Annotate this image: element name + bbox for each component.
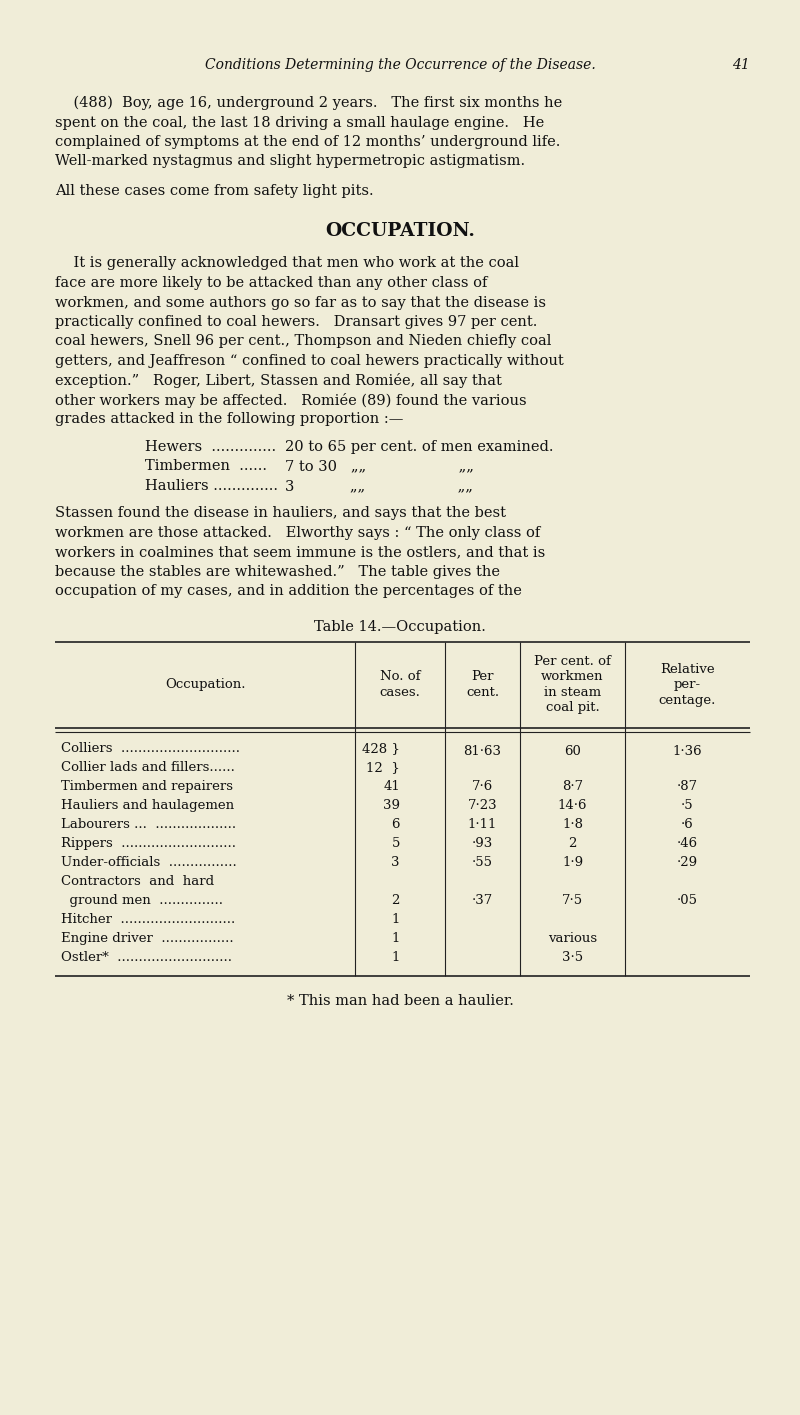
Text: Well-marked nystagmus and slight hypermetropic astigmatism.: Well-marked nystagmus and slight hyperme…: [55, 154, 525, 168]
Text: 2: 2: [392, 894, 400, 907]
Text: 1: 1: [392, 951, 400, 964]
Text: coal pit.: coal pit.: [546, 702, 599, 715]
Text: (488)  Boy, age 16, underground 2 years.   The first six months he: (488) Boy, age 16, underground 2 years. …: [55, 96, 562, 110]
Text: ·05: ·05: [677, 894, 698, 907]
Text: Conditions Determining the Occurrence of the Disease.: Conditions Determining the Occurrence of…: [205, 58, 595, 72]
Text: Hitcher  ...........................: Hitcher ...........................: [61, 913, 235, 925]
Text: 3: 3: [391, 856, 400, 869]
Text: 1: 1: [392, 932, 400, 945]
Text: workmen: workmen: [542, 671, 604, 683]
Text: 41: 41: [383, 780, 400, 792]
Text: 81·63: 81·63: [463, 746, 502, 758]
Text: 7·23: 7·23: [468, 799, 498, 812]
Text: Relative: Relative: [660, 662, 715, 676]
Text: Under-officials  ................: Under-officials ................: [61, 856, 237, 869]
Text: Labourers ...  ...................: Labourers ... ...................: [61, 818, 236, 831]
Text: ·46: ·46: [677, 838, 698, 850]
Text: Rippers  ...........................: Rippers ...........................: [61, 838, 236, 850]
Text: occupation of my cases, and in addition the percentages of the: occupation of my cases, and in addition …: [55, 584, 522, 599]
Text: No. of: No. of: [380, 671, 420, 683]
Text: Table 14.—Occupation.: Table 14.—Occupation.: [314, 620, 486, 634]
Text: workmen, and some authors go so far as to say that the disease is: workmen, and some authors go so far as t…: [55, 296, 546, 310]
Text: practically confined to coal hewers.   Dransart gives 97 per cent.: practically confined to coal hewers. Dra…: [55, 316, 538, 330]
Text: It is generally acknowledged that men who work at the coal: It is generally acknowledged that men wh…: [55, 256, 519, 270]
Text: Contractors  and  hard: Contractors and hard: [61, 874, 214, 889]
Text: ·37: ·37: [472, 894, 493, 907]
Text: 1: 1: [392, 913, 400, 925]
Text: Colliers  ............................: Colliers ............................: [61, 741, 240, 756]
Text: 6: 6: [391, 818, 400, 831]
Text: 428 }: 428 }: [362, 741, 400, 756]
Text: various: various: [548, 932, 597, 945]
Text: Stassen found the disease in hauliers, and says that the best: Stassen found the disease in hauliers, a…: [55, 507, 506, 521]
Text: ·93: ·93: [472, 838, 493, 850]
Text: other workers may be affected.   Romiée (89) found the various: other workers may be affected. Romiée (8…: [55, 393, 526, 408]
Text: spent on the coal, the last 18 driving a small haulage engine.   He: spent on the coal, the last 18 driving a…: [55, 116, 544, 130]
Text: ground men  ...............: ground men ...............: [61, 894, 223, 907]
Text: Per: Per: [471, 671, 494, 683]
Text: 12  }: 12 }: [366, 761, 400, 774]
Text: per-: per-: [674, 678, 701, 692]
Text: 1·9: 1·9: [562, 856, 583, 869]
Text: centage.: centage.: [659, 693, 716, 706]
Text: getters, and Jeaffreson “ confined to coal hewers practically without: getters, and Jeaffreson “ confined to co…: [55, 354, 564, 368]
Text: 1·11: 1·11: [468, 818, 497, 831]
Text: Hewers  ..............: Hewers ..............: [145, 440, 276, 454]
Text: OCCUPATION.: OCCUPATION.: [325, 222, 475, 239]
Text: Hauliers ..............: Hauliers ..............: [145, 480, 278, 492]
Text: ·55: ·55: [472, 856, 493, 869]
Text: 7 to 30   „„                    „„: 7 to 30 „„ „„: [285, 460, 474, 474]
Text: Collier lads and fillers......: Collier lads and fillers......: [61, 761, 235, 774]
Text: 41: 41: [732, 58, 750, 72]
Text: ·6: ·6: [681, 818, 694, 831]
Text: ·87: ·87: [677, 780, 698, 792]
Text: exception.”   Roger, Libert, Stassen and Romiée, all say that: exception.” Roger, Libert, Stassen and R…: [55, 374, 502, 389]
Text: face are more likely to be attacked than any other class of: face are more likely to be attacked than…: [55, 276, 487, 290]
Text: Hauliers and haulagemen: Hauliers and haulagemen: [61, 799, 234, 812]
Text: 20 to 65 per cent. of men examined.: 20 to 65 per cent. of men examined.: [285, 440, 554, 454]
Text: 14·6: 14·6: [558, 799, 587, 812]
Text: Ostler*  ...........................: Ostler* ...........................: [61, 951, 232, 964]
Text: All these cases come from safety light pits.: All these cases come from safety light p…: [55, 184, 374, 198]
Text: cent.: cent.: [466, 686, 499, 699]
Text: 60: 60: [564, 746, 581, 758]
Text: 3            „„                    „„: 3 „„ „„: [285, 480, 473, 492]
Text: Engine driver  .................: Engine driver .................: [61, 932, 234, 945]
Text: 3·5: 3·5: [562, 951, 583, 964]
Text: workmen are those attacked.   Elworthy says : “ The only class of: workmen are those attacked. Elworthy say…: [55, 526, 540, 541]
Text: in steam: in steam: [544, 686, 601, 699]
Text: complained of symptoms at the end of 12 months’ underground life.: complained of symptoms at the end of 12 …: [55, 134, 560, 149]
Text: cases.: cases.: [379, 686, 421, 699]
Text: coal hewers, Snell 96 per cent., Thompson and Nieden chiefly coal: coal hewers, Snell 96 per cent., Thompso…: [55, 334, 551, 348]
Text: 7·6: 7·6: [472, 780, 493, 792]
Text: ·5: ·5: [681, 799, 694, 812]
Text: Per cent. of: Per cent. of: [534, 655, 611, 668]
Text: 7·5: 7·5: [562, 894, 583, 907]
Text: because the stables are whitewashed.”   The table gives the: because the stables are whitewashed.” Th…: [55, 565, 500, 579]
Text: * This man had been a haulier.: * This man had been a haulier.: [286, 993, 514, 1007]
Text: 1·8: 1·8: [562, 818, 583, 831]
Text: ·29: ·29: [677, 856, 698, 869]
Text: Timbermen and repairers: Timbermen and repairers: [61, 780, 233, 792]
Text: 1·36: 1·36: [673, 746, 702, 758]
Text: grades attacked in the following proportion :—: grades attacked in the following proport…: [55, 413, 403, 426]
Text: Timbermen  ......: Timbermen ......: [145, 460, 267, 474]
Text: 5: 5: [392, 838, 400, 850]
Text: 8·7: 8·7: [562, 780, 583, 792]
Text: workers in coalmines that seem immune is the ostlers, and that is: workers in coalmines that seem immune is…: [55, 546, 546, 559]
Text: 2: 2: [568, 838, 577, 850]
Text: Occupation.: Occupation.: [165, 678, 246, 692]
Text: 39: 39: [383, 799, 400, 812]
